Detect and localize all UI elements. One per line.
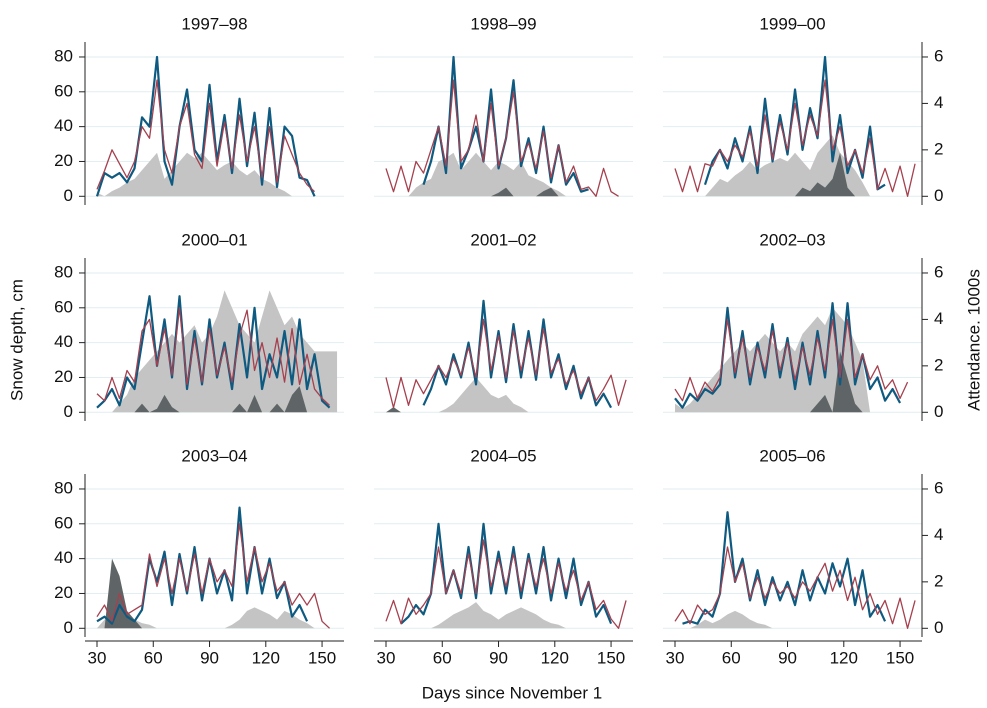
attendance-line (96, 79, 315, 193)
attendance-line (422, 299, 613, 409)
y2-tick-label: 6 (934, 46, 943, 65)
attendance-line (96, 523, 331, 629)
snow-area (386, 377, 627, 413)
y-tick-label: 60 (54, 81, 73, 100)
y2-tick-label: 0 (934, 618, 943, 637)
x-tick-label: 30 (377, 648, 396, 667)
panel-title: 1997–98 (181, 14, 247, 33)
attendance-line (674, 318, 909, 402)
x-tick-label: 90 (489, 648, 508, 667)
y-tick-label: 0 (64, 186, 73, 205)
y-tick-label: 0 (64, 402, 73, 421)
y-tick-label: 0 (64, 618, 73, 637)
x-tick-label: 150 (886, 648, 914, 667)
snow-area (675, 307, 916, 413)
y-tick-label: 20 (54, 151, 73, 170)
panel-title: 2000–01 (181, 230, 247, 249)
x-tick-label: 30 (88, 648, 107, 667)
attendance-line (674, 79, 916, 197)
x-tick-label: 90 (778, 648, 797, 667)
y-axis-label: Snow depth, cm (7, 279, 26, 401)
panel-title: 1998–99 (470, 14, 536, 33)
y2-tick-label: 0 (934, 186, 943, 205)
attendance-line (385, 79, 619, 197)
y-tick-label: 40 (54, 548, 73, 567)
y-tick-label: 60 (54, 297, 73, 316)
y-tick-label: 80 (54, 478, 73, 497)
x-tick-label: 120 (252, 648, 280, 667)
x-tick-label: 30 (666, 648, 685, 667)
y2-tick-label: 0 (934, 402, 943, 421)
panel-title: 2003–04 (181, 446, 247, 465)
panel-title: 2002–03 (759, 230, 825, 249)
attendance-line (96, 307, 331, 406)
panel-title: 2004–05 (470, 446, 536, 465)
y2-tick-label: 6 (934, 262, 943, 281)
y2-tick-label: 2 (934, 139, 943, 158)
y2-tick-label: 4 (934, 525, 943, 544)
panel-title: 2005–06 (759, 446, 825, 465)
y2-tick-label: 6 (934, 478, 943, 497)
x-tick-label: 150 (308, 648, 336, 667)
y-tick-label: 80 (54, 262, 73, 281)
attendance-line (385, 539, 627, 629)
snow-area (97, 558, 338, 629)
x-axis-label: Days since November 1 (422, 683, 602, 702)
attendance-line (674, 546, 916, 629)
x-tick-label: 120 (541, 648, 569, 667)
panel-title: 2001–02 (470, 230, 536, 249)
x-tick-label: 90 (200, 648, 219, 667)
y-tick-label: 80 (54, 46, 73, 65)
snow-area (675, 610, 916, 629)
snow-area (97, 290, 338, 413)
attendance-line (682, 511, 887, 625)
y2-tick-label: 4 (934, 309, 943, 328)
snow-area (97, 152, 338, 197)
snow-area (386, 187, 627, 197)
snow-area (386, 602, 627, 629)
x-tick-label: 60 (722, 648, 741, 667)
x-tick-label: 60 (433, 648, 452, 667)
x-tick-label: 150 (597, 648, 625, 667)
y2-axis-label: Attendance. 1000s (964, 269, 983, 411)
y-tick-label: 40 (54, 332, 73, 351)
x-tick-label: 120 (830, 648, 858, 667)
x-tick-label: 60 (144, 648, 163, 667)
y-tick-label: 40 (54, 116, 73, 135)
y2-tick-label: 4 (934, 93, 943, 112)
y2-tick-label: 2 (934, 355, 943, 374)
attendance-line (385, 318, 627, 409)
y-tick-label: 20 (54, 583, 73, 602)
snow-area (675, 135, 916, 197)
y-tick-label: 20 (54, 367, 73, 386)
attendance-line (400, 522, 613, 625)
panel-title: 1999–00 (759, 14, 825, 33)
y-tick-label: 60 (54, 513, 73, 532)
y2-tick-label: 2 (934, 571, 943, 590)
attendance-line (96, 506, 309, 625)
snow-area (97, 607, 338, 629)
snow-area (97, 386, 338, 413)
